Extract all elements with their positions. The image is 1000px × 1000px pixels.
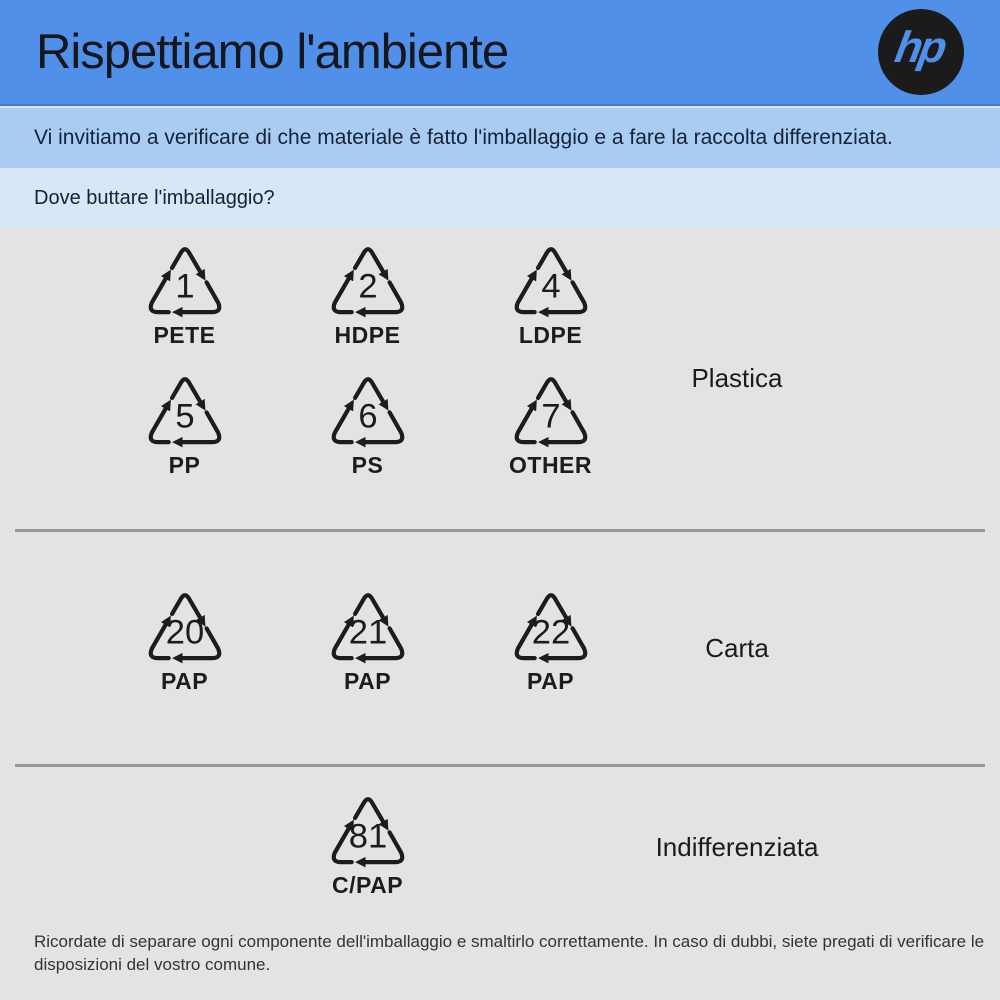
recycling-symbol-4: 4 LDPE <box>459 239 642 349</box>
question-text: Dove buttare l'imballaggio? <box>34 186 275 209</box>
section-divider <box>15 529 985 532</box>
recycling-symbol-1: 1 PETE <box>93 239 276 349</box>
symbol-grid: 20 PAP 21 PAP 22 PAP <box>0 585 642 695</box>
material-code-label: PP <box>168 451 201 478</box>
section-divider <box>15 764 985 767</box>
svg-text:21: 21 <box>348 614 386 652</box>
recycling-triangle-icon: 7 <box>514 376 587 447</box>
svg-text:2: 2 <box>358 267 377 305</box>
recycling-triangle-icon: 81 <box>331 797 404 868</box>
recycling-triangle-icon: 4 <box>514 246 587 317</box>
svg-text:20: 20 <box>165 614 203 652</box>
recycling-symbol-20: 20 PAP <box>93 585 276 695</box>
symbol-grid: 81 C/PAP <box>0 789 642 899</box>
svg-text:1: 1 <box>175 267 194 305</box>
material-code-label: PS <box>351 451 384 478</box>
recycling-triangle-icon: 20 <box>148 593 221 664</box>
material-code-label: PAP <box>343 668 392 694</box>
material-code-label: PETE <box>153 321 216 348</box>
recycling-symbol-5: 5 PP <box>93 369 276 479</box>
section-carta: 20 PAP 21 PAP 22 PAP Carta <box>0 532 1000 764</box>
hp-logo-text: hp <box>891 23 948 72</box>
material-code-label: OTHER <box>509 451 592 478</box>
material-code-label: LDPE <box>518 321 583 348</box>
symbol-row: 81 C/PAP <box>93 789 642 899</box>
recycling-symbol-22: 22 PAP <box>459 585 642 695</box>
svg-text:7: 7 <box>541 397 560 435</box>
symbol-row: 1 PETE 2 HDPE 4 LDPE <box>93 239 642 349</box>
page-title: Rispettiamo l'ambiente <box>36 25 509 79</box>
symbol-row: 20 PAP 21 PAP 22 PAP <box>93 585 642 695</box>
recycling-symbol-21: 21 PAP <box>276 585 459 695</box>
intro-text: Vi invitiamo a verificare di che materia… <box>34 126 893 149</box>
material-code-label: HDPE <box>334 321 401 348</box>
symbol-spacer <box>93 789 276 899</box>
svg-text:4: 4 <box>541 267 560 305</box>
symbol-grid: 1 PETE 2 HDPE 4 LDPE <box>0 239 642 479</box>
category-label-carta: Carta <box>705 632 769 663</box>
category-label-plastica: Plastica <box>691 363 783 393</box>
header: Rispettiamo l'ambiente hp <box>0 0 1000 106</box>
recycling-symbol-7: 7 OTHER <box>459 369 642 479</box>
recycling-triangle-icon: 22 <box>514 593 587 664</box>
category-label-indifferenziata: Indifferenziata <box>655 832 819 862</box>
material-code-label: PAP <box>160 668 209 694</box>
recycling-symbol-2: 2 HDPE <box>276 239 459 349</box>
intro-banner: Vi invitiamo a verificare di che materia… <box>0 108 1000 168</box>
recycling-triangle-icon: 21 <box>331 593 404 664</box>
recycling-symbol-81: 81 C/PAP <box>276 789 459 899</box>
question-banner: Dove buttare l'imballaggio? <box>0 168 1000 228</box>
symbol-row: 5 PP 6 PS 7 OTHER <box>93 369 642 479</box>
recycling-sections: 1 PETE 2 HDPE 4 LDPE <box>0 228 1000 928</box>
section-indifferenziata: 81 C/PAP Indifferenziata <box>0 767 1000 928</box>
svg-text:5: 5 <box>175 397 194 435</box>
hp-logo-icon: hp <box>878 9 964 95</box>
footer-note: Ricordate di separare ogni componente de… <box>34 932 985 975</box>
recycling-triangle-icon: 2 <box>331 246 404 317</box>
recycling-symbol-6: 6 PS <box>276 369 459 479</box>
material-code-label: PAP <box>526 668 575 694</box>
recycling-triangle-icon: 5 <box>148 376 221 447</box>
section-plastica: 1 PETE 2 HDPE 4 LDPE <box>0 228 1000 529</box>
svg-text:6: 6 <box>358 397 377 435</box>
svg-text:81: 81 <box>348 818 386 856</box>
recycling-triangle-icon: 1 <box>148 246 221 317</box>
svg-text:22: 22 <box>531 614 569 652</box>
material-code-label: C/PAP <box>331 872 404 898</box>
recycling-triangle-icon: 6 <box>331 376 404 447</box>
